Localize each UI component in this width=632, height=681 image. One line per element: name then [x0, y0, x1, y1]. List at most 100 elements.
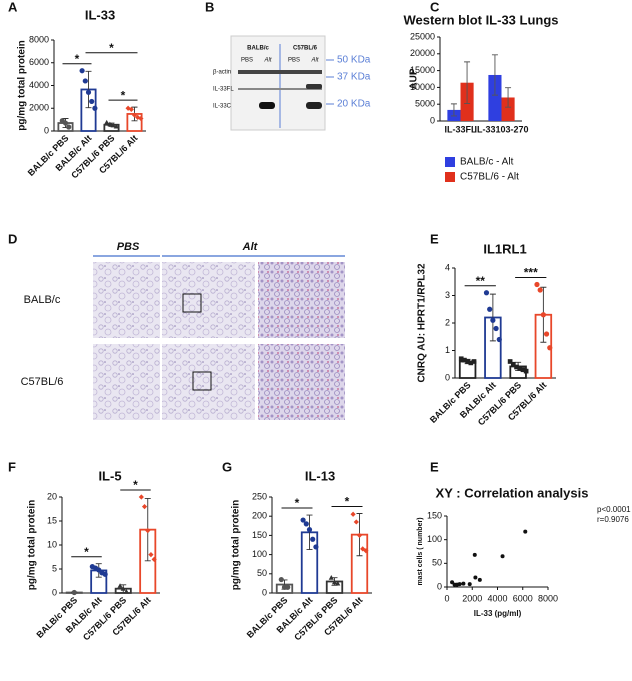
y-axis-label: mast cells ( number) [417, 517, 424, 585]
y-tick-label: 0 [445, 372, 450, 382]
y-tick-label: 4000 [29, 80, 49, 90]
legend-swatch [445, 157, 455, 167]
legend-label: BALB/c - Alt [460, 157, 514, 168]
y-tick-label: 2000 [29, 103, 49, 113]
panel-label: B [205, 0, 214, 14]
x-tick-label: 6000 [513, 593, 533, 603]
y-tick-label: 150 [427, 510, 442, 520]
data-point [313, 544, 318, 549]
data-point [493, 326, 498, 331]
data-point [468, 582, 472, 586]
y-tick-label: 10 [47, 539, 57, 549]
data-point [541, 312, 546, 317]
y-tick-label: 2 [445, 317, 450, 327]
significance-label: ** [476, 274, 486, 288]
data-point [86, 90, 91, 95]
y-tick-label: 0 [262, 587, 267, 597]
chart-title: Western blot IL-33 Lungs [403, 12, 558, 27]
y-tick-label: 0 [44, 125, 49, 135]
blot-lane: Alt [310, 58, 318, 64]
x-tick-label: IL-33103-270 [474, 124, 528, 134]
y-tick-label: 100 [252, 549, 267, 559]
histo-column: Alt [242, 241, 259, 253]
histo-row: BALB/c [24, 294, 61, 306]
blot-lane: Alt [263, 58, 271, 64]
y-tick-label: 1 [445, 345, 450, 355]
y-tick-label: 5000 [415, 99, 435, 109]
data-point [104, 120, 109, 125]
data-point [310, 537, 315, 542]
annotation: r=0.9076 [597, 515, 629, 524]
significance-label: * [345, 495, 350, 509]
panel-label: E [430, 459, 439, 474]
y-tick-label: 150 [252, 530, 267, 540]
x-tick-label: 8000 [538, 593, 558, 603]
y-axis-label: pg/mg total protein [27, 500, 38, 591]
y-tick-label: 250 [252, 491, 267, 501]
data-point [89, 99, 94, 104]
data-point [117, 583, 122, 588]
significance-label: * [84, 545, 89, 559]
data-point [501, 554, 505, 558]
data-point [478, 578, 482, 582]
chart-title: IL1RL1 [483, 241, 526, 256]
blot-size: 20 KDa [337, 99, 371, 110]
y-tick-label: 0 [52, 587, 57, 597]
x-tick-label: 2000 [462, 593, 482, 603]
histo-column: PBS [117, 241, 140, 253]
y-tick-label: 25000 [410, 31, 435, 41]
x-tick-label: IL-33FL [444, 124, 477, 134]
panel-label: G [222, 459, 232, 474]
significance-label: * [295, 496, 300, 510]
blot-lane: PBS [288, 58, 300, 64]
y-tick-label: 4 [445, 262, 450, 272]
y-tick-label: 5 [52, 563, 57, 573]
x-tick-label: 0 [444, 593, 449, 603]
x-tick-label: 4000 [487, 593, 507, 603]
y-axis-label: pg/mg total protein [17, 40, 28, 131]
data-point [473, 553, 477, 557]
blot-row: IL-33C [213, 104, 232, 110]
blot-row: IL-33FL [213, 87, 234, 93]
legend-label: C57BL/6 - Alt [460, 172, 519, 183]
blot-strain: C57BL/6 [293, 46, 318, 52]
data-point [307, 527, 312, 532]
legend-swatch [445, 172, 455, 182]
annotation: p<0.0001 [597, 505, 631, 514]
chart-title: IL-13 [305, 468, 335, 483]
y-tick-label: 20000 [410, 48, 435, 58]
data-point [472, 359, 477, 364]
blot-row: β-actin [213, 70, 231, 76]
data-point [461, 582, 465, 586]
data-point [351, 512, 356, 517]
data-point [484, 290, 489, 295]
data-point [103, 572, 108, 577]
data-point [547, 345, 552, 350]
panel-label: E [430, 231, 439, 246]
y-tick-label: 20 [47, 491, 57, 501]
panel-label: F [8, 459, 16, 474]
significance-label: *** [524, 266, 538, 280]
chart-title: XY : Correlation analysis [436, 485, 589, 500]
significance-label: * [121, 88, 126, 102]
y-tick-label: 3 [445, 290, 450, 300]
blot-lane: PBS [241, 58, 253, 64]
data-point [92, 106, 97, 111]
y-tick-label: 0 [430, 115, 435, 125]
data-point [487, 307, 492, 312]
data-point [72, 590, 77, 595]
chart-title: IL-5 [98, 468, 121, 483]
y-tick-label: 15 [47, 515, 57, 525]
y-axis-label: CNRQ AU: HPRT1/RPL32 [417, 263, 428, 383]
blot-size: 37 KDa [337, 72, 371, 83]
y-axis-label: AUP [409, 68, 420, 89]
data-point [473, 576, 477, 580]
significance-label: * [75, 52, 80, 66]
y-axis-label: pg/mg total protein [231, 500, 242, 591]
y-tick-label: 50 [257, 568, 267, 578]
data-point [66, 124, 71, 129]
data-point [524, 369, 529, 374]
y-tick-label: 0 [437, 581, 442, 591]
histology [93, 256, 345, 420]
data-point [142, 504, 147, 509]
